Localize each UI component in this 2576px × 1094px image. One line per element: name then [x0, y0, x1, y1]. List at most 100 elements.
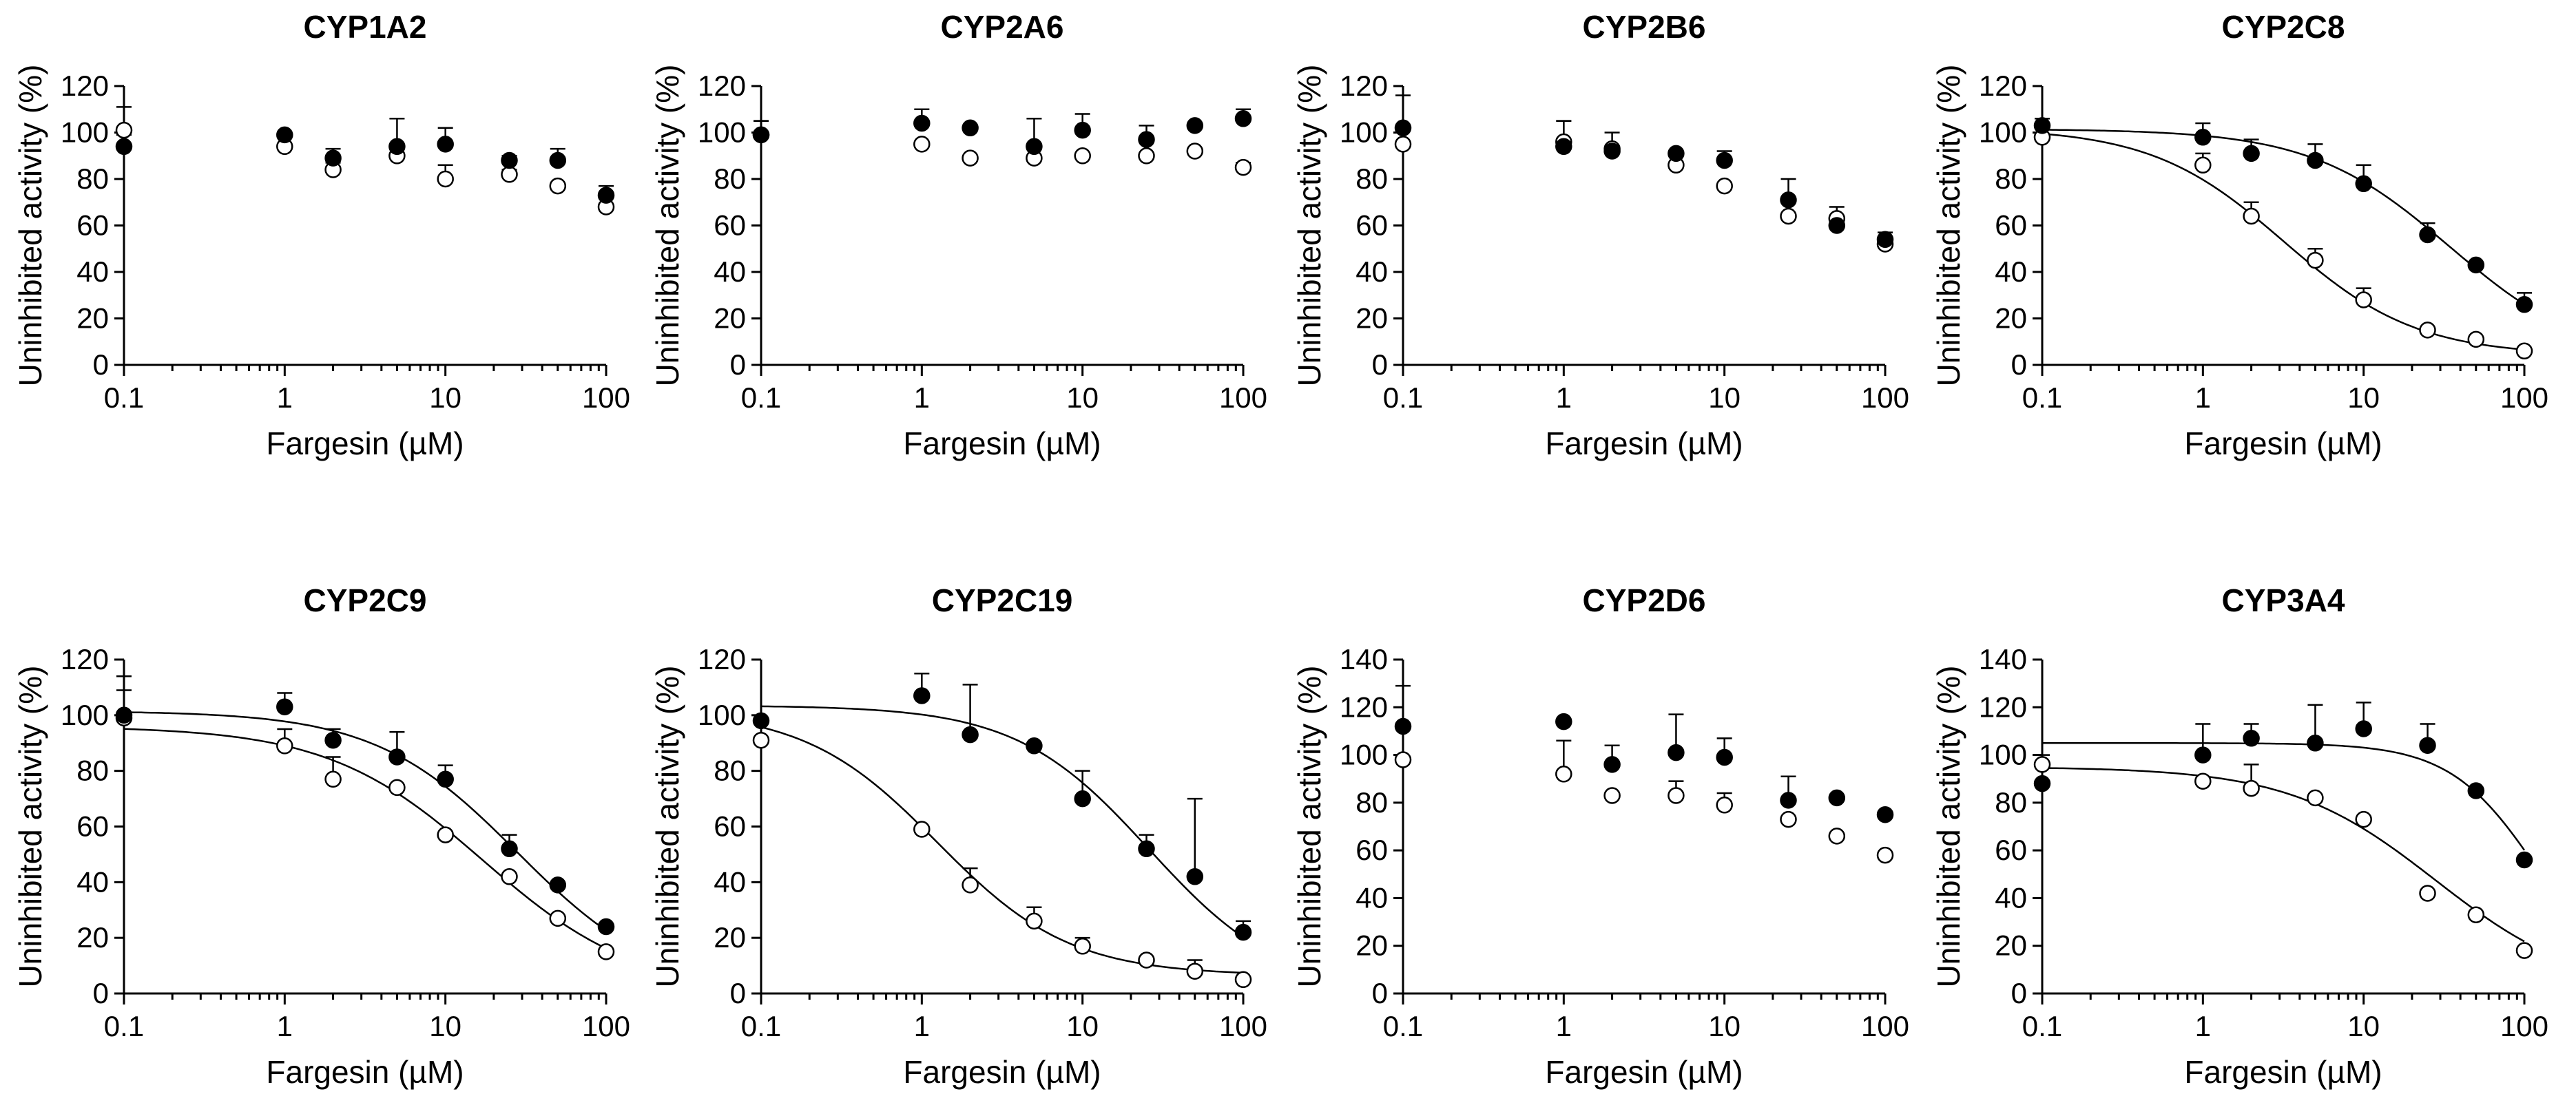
chart-panel-cyp2c9: CYP2C9 0 20 40 60 80 100 120 0.1 1 10 100 Fargesin (… [12, 582, 630, 1090]
y-tick-label: 0 [93, 348, 109, 381]
y-tick-label: 60 [1355, 834, 1388, 866]
data-point-filled [2243, 730, 2260, 747]
x-tick-label: 0.1 [104, 381, 144, 414]
data-point-filled [2355, 720, 2372, 737]
x-tick-label: 1 [2195, 1010, 2211, 1042]
y-tick-label: 140 [1979, 643, 2027, 675]
y-tick-label: 40 [1355, 255, 1388, 288]
data-point-open [913, 821, 931, 838]
data-point-filled [2419, 226, 2436, 244]
x-tick-label: 100 [582, 381, 630, 414]
x-axis-label: Fargesin (µM) [1545, 425, 1743, 461]
data-point-open [2243, 207, 2260, 225]
data-point-open [276, 737, 293, 755]
data-point-open [1026, 912, 1043, 930]
y-tick-label: 60 [714, 209, 746, 242]
data-point-filled [388, 748, 406, 766]
data-point-filled [1828, 217, 1846, 234]
fit-curve-open [2042, 132, 2525, 351]
y-tick-label: 20 [714, 302, 746, 335]
data-point-filled [388, 138, 406, 156]
y-tick-label: 80 [76, 162, 109, 195]
data-point-filled [962, 726, 979, 744]
data-point-filled [962, 119, 979, 137]
data-point-open [2515, 942, 2533, 959]
y-tick-label: 0 [730, 977, 746, 1009]
data-point-filled [2467, 782, 2485, 799]
data-point-open [962, 876, 979, 894]
data-point-open [437, 826, 454, 843]
x-tick-label: 100 [1861, 381, 1909, 414]
x-tick-label: 0.1 [2022, 381, 2062, 414]
data-point-open [2419, 322, 2436, 339]
data-point-filled [1074, 790, 1091, 808]
data-point-filled [549, 151, 567, 169]
data-point-filled [1876, 806, 1894, 823]
data-point-filled [1780, 191, 1797, 209]
x-tick-label: 0.1 [741, 1010, 781, 1042]
data-point-filled [276, 698, 293, 715]
y-tick-label: 40 [714, 865, 746, 898]
y-tick-label: 80 [1355, 786, 1388, 819]
data-point-open [1138, 147, 1155, 165]
x-tick-label: 10 [429, 381, 461, 414]
data-point-open [913, 136, 931, 153]
data-point-filled [1394, 119, 1412, 137]
y-tick-label: 120 [698, 643, 746, 675]
data-point-open [2515, 342, 2533, 360]
chart-panel-cyp2c19: CYP2C19 0 20 40 60 80 100 120 0.1 1 10 100 Fargesin … [650, 582, 1267, 1090]
chart-panel-cyp2b6: CYP2B6 0 20 40 60 80 100 120 0.1 1 10 100 Fargesin (… [1291, 9, 1909, 461]
data-point-filled [1668, 744, 1685, 761]
y-tick-label: 60 [1995, 209, 2027, 242]
data-point-filled [2243, 145, 2260, 162]
data-point-open [1394, 751, 1412, 768]
x-axis-label: Fargesin (µM) [266, 1054, 464, 1090]
y-tick-label: 100 [1340, 116, 1388, 149]
data-point-filled [1026, 737, 1043, 755]
data-point-open [1074, 938, 1091, 955]
data-point-open [1074, 147, 1091, 165]
y-tick-label: 60 [1995, 834, 2027, 866]
y-tick-label: 120 [61, 643, 109, 675]
data-point-open [549, 909, 567, 927]
x-tick-label: 0.1 [2022, 1010, 2062, 1042]
data-point-open [2467, 330, 2485, 348]
fit-curve-filled [2042, 742, 2526, 851]
x-tick-label: 100 [1219, 381, 1267, 414]
data-point-filled [2355, 175, 2372, 193]
y-axis-label: Uninhibited activity (%) [12, 65, 48, 387]
data-point-filled [1555, 713, 1572, 730]
data-point-open [549, 177, 567, 195]
chart-panel-cyp2d6: CYP2D6 0 20 40 60 80 100 120 140 0.1 1 10 100 Fargesi… [1291, 582, 1909, 1090]
data-point-filled [752, 712, 770, 730]
data-point-open [2307, 789, 2324, 807]
y-tick-label: 20 [1355, 929, 1388, 962]
data-point-filled [2515, 296, 2533, 313]
x-axis-label: Fargesin (µM) [266, 425, 464, 461]
y-tick-label: 0 [2011, 977, 2027, 1009]
data-point-filled [1138, 131, 1155, 148]
y-tick-label: 60 [1355, 209, 1388, 242]
data-point-filled [1603, 143, 1621, 160]
x-tick-label: 0.1 [1383, 381, 1423, 414]
data-point-filled [1876, 231, 1894, 249]
data-point-open [597, 943, 615, 960]
data-point-filled [1394, 717, 1412, 735]
data-point-open [1603, 787, 1621, 804]
x-tick-label: 1 [914, 1010, 930, 1042]
y-tick-label: 100 [1979, 116, 2027, 149]
x-axis-label: Fargesin (µM) [903, 425, 1101, 461]
y-tick-label: 140 [1340, 643, 1388, 675]
data-point-open [2194, 772, 2212, 790]
data-point-filled [2419, 737, 2436, 754]
y-tick-label: 20 [76, 302, 109, 335]
data-point-open [2033, 756, 2051, 773]
data-point-filled [2515, 851, 2533, 869]
chart-panel-cyp1a2: CYP1A2 0 20 40 60 80 100 120 0.1 1 10 100 Fargesin (… [12, 9, 630, 461]
y-tick-label: 120 [61, 70, 109, 102]
data-point-open [1555, 766, 1572, 783]
data-point-open [324, 770, 342, 788]
chart-title: CYP1A2 [304, 9, 427, 45]
y-axis-label: Uninhibited activity (%) [1291, 666, 1327, 988]
y-tick-label: 120 [1340, 691, 1388, 723]
